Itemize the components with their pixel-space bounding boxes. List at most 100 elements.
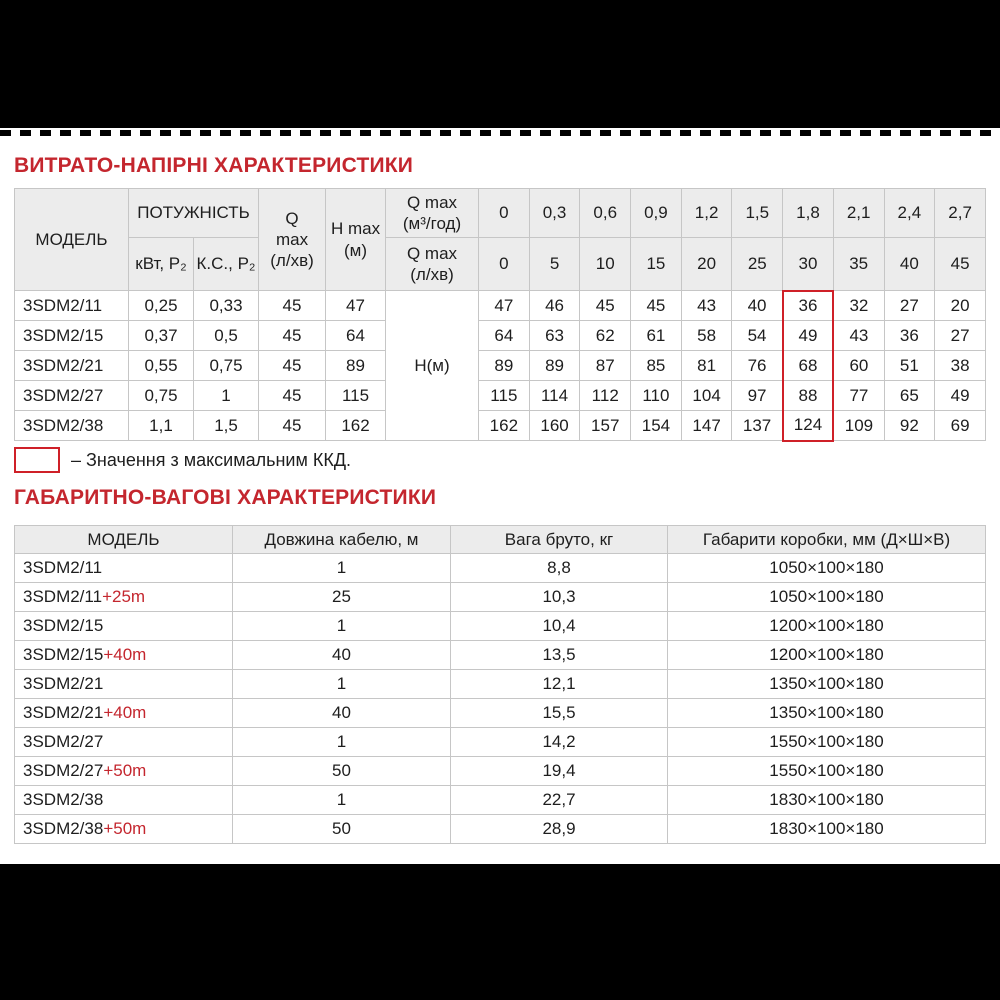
model-cell: 3SDM2/21 (14, 669, 233, 699)
head-value-cell: 92 (883, 410, 936, 441)
gross-weight-cell: 13,5 (450, 640, 668, 670)
power-kw-cell: 0,75 (128, 380, 194, 411)
power-hp-cell: 0,33 (192, 290, 260, 321)
head-value-cell: 20 (934, 290, 986, 321)
head-value-cell-max-efficiency: 49 (781, 320, 835, 351)
gross-weight-cell: 10,4 (450, 611, 668, 641)
head-value-cell: 85 (630, 350, 682, 381)
head-value-cell: 47 (478, 290, 530, 321)
model-name: 3SDM2/15 (23, 616, 104, 635)
bottom-black-bar (0, 864, 1000, 1000)
head-value-cell: 45 (630, 290, 682, 321)
head-value-cell: 45 (579, 290, 632, 321)
model-cable-suffix: +40m (103, 703, 147, 722)
head-value-cell: 104 (680, 380, 733, 411)
model-cell: 3SDM2/15 (14, 611, 233, 641)
box-dimensions-cell: 1830×100×180 (667, 785, 986, 815)
flow-lmin-value: 20 (680, 237, 733, 291)
legend-highlight-box-icon (14, 447, 60, 473)
dimensions-column-header: МОДЕЛЬ (14, 525, 233, 554)
cable-length-cell: 1 (232, 669, 451, 699)
head-value-cell: 64 (478, 320, 530, 351)
head-meters-label-cell: Н(м) (385, 290, 480, 441)
box-dimensions-cell: 1350×100×180 (667, 669, 986, 699)
flow-lmin-value: 30 (782, 237, 834, 291)
model-cell: 3SDM2/11 (14, 290, 129, 321)
hmax-cell: 47 (325, 290, 387, 321)
power-kw-cell: 1,1 (128, 410, 194, 441)
flow-header-row-1: МОДЕЛЬ ПОТУЖНІСТЬ Q max (л/хв) H max (м)… (14, 188, 986, 291)
head-value-cell: 87 (579, 350, 632, 381)
box-dimensions-cell: 1200×100×180 (667, 611, 986, 641)
model-cell: 3SDM2/38 (14, 785, 233, 815)
head-value-cell: 154 (630, 410, 682, 441)
head-value-cell: 89 (528, 350, 581, 381)
head-value-cell: 49 (934, 380, 986, 411)
qmax-cell: 45 (258, 290, 327, 321)
power-kw-header: кВт, P₂ (128, 237, 194, 291)
cable-length-cell: 1 (232, 611, 451, 641)
cable-length-cell: 50 (232, 756, 451, 786)
box-dimensions-cell: 1200×100×180 (667, 640, 986, 670)
box-dimensions-cell: 1050×100×180 (667, 582, 986, 612)
flow-lmin-value: 35 (832, 237, 885, 291)
head-value-cell: 27 (934, 320, 986, 351)
dimensions-table-row: 3SDM2/21+40m 40 15,5 1350×100×180 (14, 698, 986, 728)
gross-weight-cell: 10,3 (450, 582, 668, 612)
dimensions-table-body: 3SDM2/11 1 8,8 1050×100×180 3SDM2/11+25m 25 10… (14, 553, 986, 844)
dimensions-table-row: 3SDM2/21 1 12,1 1350×100×180 (14, 669, 986, 699)
hmax-cell: 115 (325, 380, 387, 411)
cable-length-cell: 40 (232, 698, 451, 728)
model-column-header: МОДЕЛЬ (14, 188, 129, 291)
hmax-cell: 64 (325, 320, 387, 351)
head-value-cell: 61 (630, 320, 682, 351)
power-kw-cell: 0,55 (128, 350, 194, 381)
model-cell: 3SDM2/21 (14, 350, 129, 381)
head-value-cell: 65 (883, 380, 936, 411)
cable-length-cell: 50 (232, 814, 451, 844)
cable-length-cell: 1 (232, 727, 451, 757)
model-name: 3SDM2/38 (23, 819, 104, 838)
perforation-dashed-edge (0, 130, 1000, 136)
model-cable-suffix: +40m (103, 645, 147, 664)
model-cell: 3SDM2/15+40m (14, 640, 233, 670)
flow-head-table: МОДЕЛЬ ПОТУЖНІСТЬ Q max (л/хв) H max (м)… (14, 188, 986, 442)
head-value-cell: 43 (832, 320, 885, 351)
box-dimensions-cell: 1550×100×180 (667, 756, 986, 786)
hmax-cell: 89 (325, 350, 387, 381)
gross-weight-cell: 15,5 (450, 698, 668, 728)
head-value-cell: 162 (478, 410, 530, 441)
head-value-cell: 38 (934, 350, 986, 381)
gross-weight-cell: 22,7 (450, 785, 668, 815)
flow-m3h-value: 0,3 (528, 188, 581, 238)
dimensions-table-row: 3SDM2/11+25m 25 10,3 1050×100×180 (14, 582, 986, 612)
head-value-cell: 109 (832, 410, 885, 441)
head-value-cell: 147 (680, 410, 733, 441)
box-dimensions-cell: 1350×100×180 (667, 698, 986, 728)
model-cell: 3SDM2/27+50m (14, 756, 233, 786)
cable-length-cell: 25 (232, 582, 451, 612)
head-value-cell: 51 (883, 350, 936, 381)
head-value-cell: 157 (579, 410, 632, 441)
flow-lmin-value: 40 (883, 237, 936, 291)
model-name: 3SDM2/38 (23, 790, 104, 809)
flow-m3h-value: 0,9 (630, 188, 682, 238)
head-value-cell: 114 (528, 380, 581, 411)
power-column-header: ПОТУЖНІСТЬ (127, 188, 260, 238)
head-value-cell-max-efficiency: 124 (781, 410, 835, 442)
head-value-cell: 76 (731, 350, 784, 381)
cable-length-cell: 1 (232, 785, 451, 815)
model-name: 3SDM2/21 (23, 674, 104, 693)
model-cell: 3SDM2/11 (14, 553, 233, 583)
power-kw-cell: 0,25 (128, 290, 194, 321)
head-value-cell: 137 (731, 410, 784, 441)
dimensions-table-row: 3SDM2/38 1 22,7 1830×100×180 (14, 785, 986, 815)
flow-lmin-value: 15 (630, 237, 682, 291)
model-cell: 3SDM2/15 (14, 320, 129, 351)
dimensions-header-row: МОДЕЛЬ Довжина кабелю, м Вага бруто, кг Габ… (14, 525, 986, 554)
head-value-cell: 54 (731, 320, 784, 351)
head-value-cell: 36 (883, 320, 936, 351)
flow-table-row: 3SDM2/15 0,37 0,5 45 64 64 63 62 61 58 54 49 43 36 27 (14, 320, 986, 351)
model-name: 3SDM2/27 (23, 732, 104, 751)
power-kw-cell: 0,37 (128, 320, 194, 351)
